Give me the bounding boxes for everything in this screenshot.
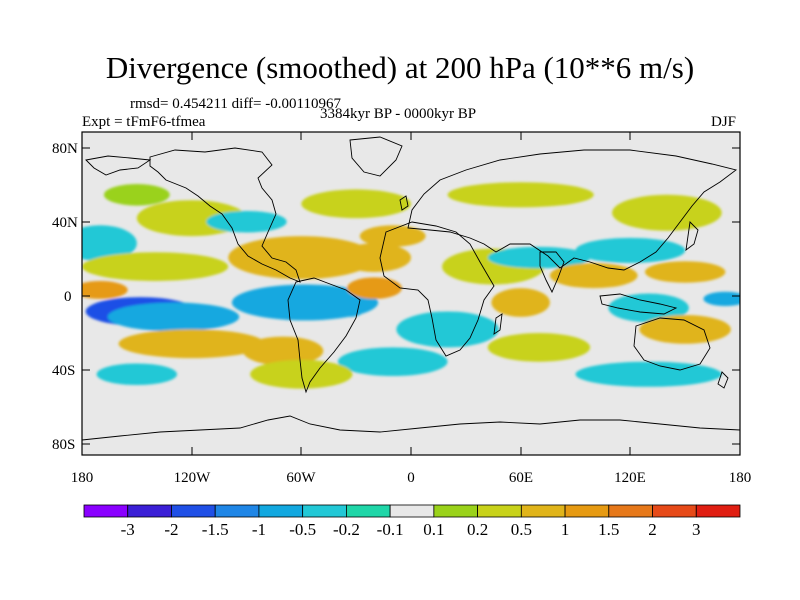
colorbar-box-7 (389, 504, 435, 518)
coast-uk (399, 195, 409, 211)
colorbar-label-9: 0.5 (511, 520, 532, 539)
lat-label-40s: 40S (52, 363, 75, 379)
field-anomaly-1 (103, 184, 170, 206)
colorbar-label-5: -0.2 (333, 520, 360, 539)
field-anomaly-18 (575, 237, 686, 263)
colorbar-label-3: -1 (252, 520, 266, 539)
field-anomaly-23 (639, 315, 731, 344)
colorbar-box-4 (258, 504, 304, 518)
lat-label-40n: 40N (52, 215, 78, 231)
colorbar-label-6: -0.1 (377, 520, 404, 539)
colorbar-box-12 (608, 504, 653, 518)
colorbar-box-0 (83, 504, 129, 518)
field-anomaly-5 (82, 280, 128, 299)
coast-australia (633, 317, 711, 371)
coast-madagascar (493, 313, 503, 335)
field-anomaly-13 (301, 189, 411, 219)
colorbar-label-12: 2 (648, 520, 657, 539)
colorbar-label-10: 1 (561, 520, 570, 539)
colorbar-box-8 (433, 504, 479, 518)
lon-label-180w: 180 (71, 470, 94, 486)
field-anomaly-10 (228, 236, 375, 280)
field-anomaly-4 (82, 252, 229, 281)
divergence-field (82, 182, 740, 389)
colorbar-label-8: 0.2 (467, 520, 488, 539)
field-anomaly-25 (242, 336, 324, 366)
colorbar-label-0: -3 (121, 520, 135, 539)
lon-label-0: 0 (407, 470, 415, 486)
coastlines (82, 136, 740, 441)
colorbar-box-1 (127, 504, 172, 518)
colorbar-label-13: 3 (692, 520, 701, 539)
colorbar-label-4: -0.5 (289, 520, 316, 539)
coast-eurasia (407, 149, 738, 271)
field-anomaly-32 (447, 182, 594, 208)
season-label: DJF (711, 114, 737, 130)
coast-greenland (349, 136, 403, 177)
coast-north-america (149, 147, 301, 283)
coast-new-zealand (717, 371, 729, 389)
colorbar-box-9 (477, 504, 522, 518)
field-anomaly-7 (107, 302, 240, 332)
period-label: 3384kyr BP - 0000kyr BP (320, 106, 477, 122)
colorbar-label-2: -1.5 (202, 520, 229, 539)
colorbar (83, 504, 741, 518)
field-anomaly-31 (612, 194, 722, 231)
colorbar-box-2 (171, 504, 216, 518)
lon-label-120w: 120W (174, 470, 212, 486)
experiment-label: Expt = tFmF6-tfmea (82, 114, 206, 130)
map-background (82, 132, 740, 455)
field-anomaly-21 (608, 293, 689, 323)
lon-ticks (191, 132, 631, 455)
coast-indonesia (599, 293, 678, 315)
lon-label-180e: 180 (729, 470, 752, 486)
lon-label-120e: 120E (614, 470, 646, 486)
field-anomaly-3 (206, 210, 287, 233)
colorbar-box-14 (695, 504, 741, 518)
colorbar-labels: -3 -2 -1.5 -1 -0.5 -0.2 -0.1 0.1 0.2 0.5 1 1.5 2 3 (121, 520, 701, 539)
field-anomaly-26 (487, 332, 591, 362)
lat-label-80n: 80N (52, 141, 78, 157)
field-anomaly-20 (644, 261, 726, 283)
coast-antarctica (82, 415, 740, 441)
colorbar-box-5 (302, 504, 347, 518)
colorbar-label-11: 1.5 (598, 520, 619, 539)
colorbar-box-13 (652, 504, 697, 518)
colorbar-label-7: 0.1 (423, 520, 444, 539)
field-anomaly-11 (347, 277, 402, 299)
field-anomaly-17 (487, 246, 591, 269)
coast-south-america (287, 277, 361, 394)
field-anomaly-16 (491, 288, 550, 317)
field-anomaly-24 (118, 329, 265, 359)
field-anomaly-2 (82, 225, 137, 262)
stats-label: rmsd= 0.454211 diff= -0.00110967 (130, 96, 341, 112)
coast-alaska (85, 155, 152, 176)
colorbar-box-10 (520, 504, 566, 518)
field-anomaly-33 (359, 225, 426, 247)
field-anomaly-27 (96, 363, 178, 386)
field-anomaly-15 (396, 311, 499, 348)
field-anomaly-28 (337, 347, 448, 377)
lat-label-80s: 80S (52, 437, 75, 453)
lat-label-0: 0 (64, 289, 72, 305)
field-anomaly-19 (549, 262, 638, 289)
map-title: Divergence (smoothed) at 200 hPa (10**6 … (105, 50, 695, 85)
coast-japan (685, 221, 699, 252)
colorbar-box-3 (214, 504, 260, 518)
lat-ticks (82, 147, 740, 445)
field-anomaly-22 (703, 291, 740, 307)
field-anomaly-12 (337, 243, 412, 272)
field-anomaly-9 (336, 298, 366, 317)
colorbar-box-11 (564, 504, 610, 518)
coast-africa (379, 221, 495, 357)
lon-label-60w: 60W (286, 470, 316, 486)
lon-label-60e: 60E (509, 470, 533, 486)
colorbar-box-6 (345, 504, 391, 518)
field-anomaly-29 (575, 361, 722, 387)
colorbar-label-1: -2 (164, 520, 178, 539)
coast-india (539, 251, 565, 294)
